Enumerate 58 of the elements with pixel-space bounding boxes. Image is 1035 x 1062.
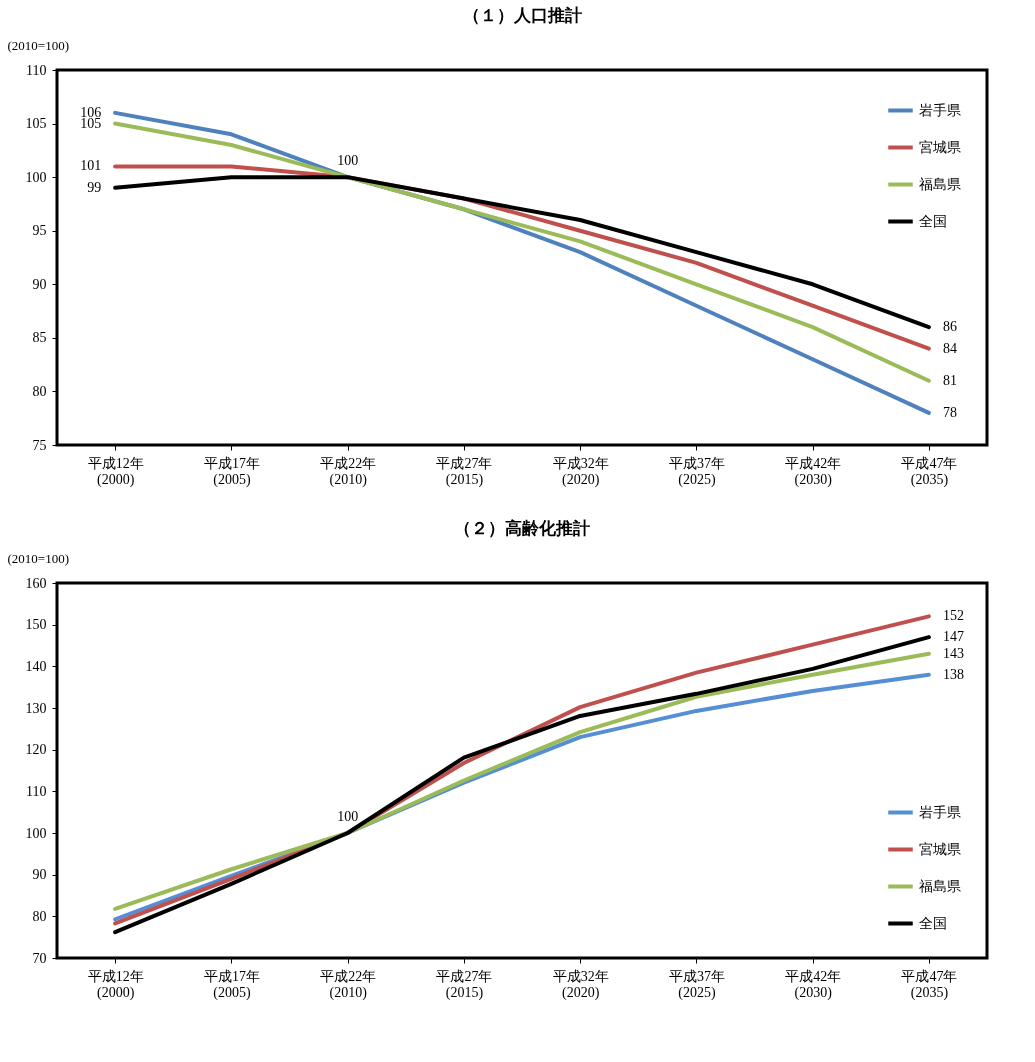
data-label: 99 (87, 179, 102, 195)
x-tick-label: 平成42年 (2030) (785, 455, 842, 488)
y-axis-title: (2010=100) (7, 550, 69, 566)
y-tick-label: 120 (25, 742, 47, 758)
x-tick-label: 平成22年 (2010) (320, 455, 377, 488)
legend-label: 宮城県 (919, 840, 961, 857)
chart-title: （１）人口推計 (462, 5, 582, 25)
y-tick-label: 80 (32, 383, 47, 399)
x-tick-label: 平成42年 (2030) (785, 968, 842, 1001)
y-tick-label: 105 (25, 116, 47, 132)
y-tick-label: 80 (32, 908, 47, 924)
y-tick-label: 130 (25, 700, 47, 716)
chart-title: （２）高齢化推計 (454, 518, 590, 538)
data-label: 138 (942, 666, 964, 682)
data-label: 152 (942, 608, 964, 624)
x-tick-label: 平成17年 (2005) (203, 968, 260, 1001)
data-label: 81 (942, 372, 957, 388)
y-tick-label: 85 (32, 330, 47, 346)
legend-label: 全国 (919, 212, 947, 229)
data-label: 100 (337, 153, 359, 169)
y-tick-label: 160 (25, 575, 47, 591)
legend-label: 全国 (919, 914, 947, 931)
data-label: 78 (942, 404, 957, 420)
x-tick-label: 平成47年 (2035) (901, 968, 958, 1001)
data-label: 86 (942, 319, 957, 335)
x-tick-label: 平成22年 (2010) (320, 968, 377, 1001)
x-tick-label: 平成32年 (2020) (552, 455, 609, 488)
y-axis-title: (2010=100) (7, 37, 69, 53)
data-label: 100 (337, 809, 359, 824)
x-tick-label: 平成12年 (2000) (87, 968, 144, 1001)
legend-label: 福島県 (919, 175, 961, 192)
y-tick-label: 110 (26, 783, 47, 799)
x-tick-label: 平成12年 (2000) (87, 455, 144, 488)
y-tick-label: 90 (32, 867, 47, 883)
data-label: 84 (942, 340, 957, 356)
y-tick-label: 100 (25, 825, 47, 841)
y-tick-label: 70 (32, 950, 47, 966)
legend-label: 岩手県 (919, 101, 961, 118)
x-tick-label: 平成27年 (2015) (436, 455, 493, 488)
y-tick-label: 100 (25, 169, 47, 185)
x-tick-label: 平成32年 (2020) (552, 968, 609, 1001)
x-tick-label: 平成37年 (2025) (668, 968, 725, 1001)
data-label: 143 (942, 645, 964, 661)
data-label: 101 (80, 158, 102, 174)
x-tick-label: 平成27年 (2015) (436, 968, 493, 1001)
legend-label: 宮城県 (919, 138, 961, 155)
x-tick-label: 平成47年 (2035) (901, 455, 958, 488)
y-tick-label: 90 (32, 276, 47, 292)
y-tick-label: 95 (32, 223, 47, 239)
y-tick-label: 150 (25, 617, 47, 633)
x-tick-label: 平成17年 (2005) (203, 455, 260, 488)
y-tick-label: 75 (32, 437, 47, 453)
legend-label: 福島県 (919, 877, 961, 894)
x-tick-label: 平成37年 (2025) (668, 455, 725, 488)
y-tick-label: 110 (26, 62, 47, 78)
legend-label: 岩手県 (919, 803, 961, 820)
data-label: 147 (942, 629, 964, 645)
y-tick-label: 140 (25, 658, 47, 674)
